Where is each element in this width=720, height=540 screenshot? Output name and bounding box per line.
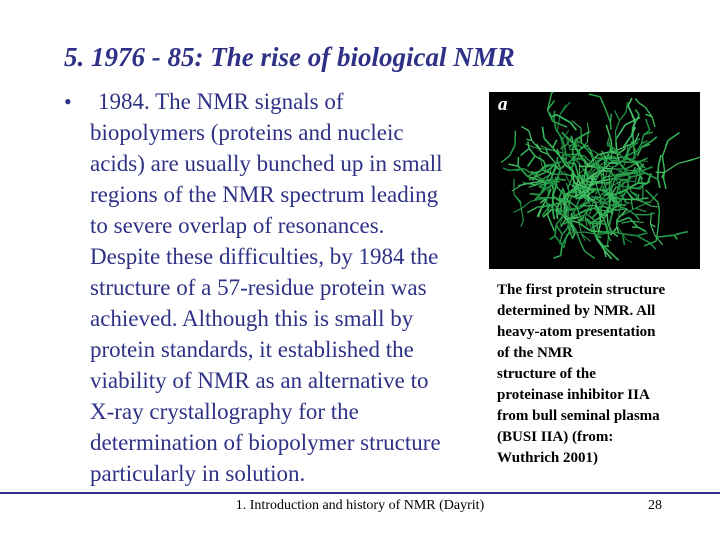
- footer-divider: [0, 492, 720, 494]
- protein-wireframe-image: [500, 92, 700, 261]
- bullet-text: 1984. The NMR signals of biopolymers (pr…: [90, 89, 443, 486]
- page-number: 28: [648, 498, 662, 513]
- bullet-marker: •: [64, 89, 72, 114]
- slide-title: 5. 1976 - 85: The rise of biological NMR: [64, 42, 515, 72]
- footer-title: 1. Introduction and history of NMR (Dayr…: [235, 498, 485, 513]
- figure-panel-label: a: [498, 94, 508, 115]
- figure-caption: The first protein structure determined b…: [497, 282, 666, 466]
- protein-structure-figure: a: [489, 92, 700, 269]
- bullet-item: • 1984. The NMR signals of biopolymers (…: [64, 86, 484, 489]
